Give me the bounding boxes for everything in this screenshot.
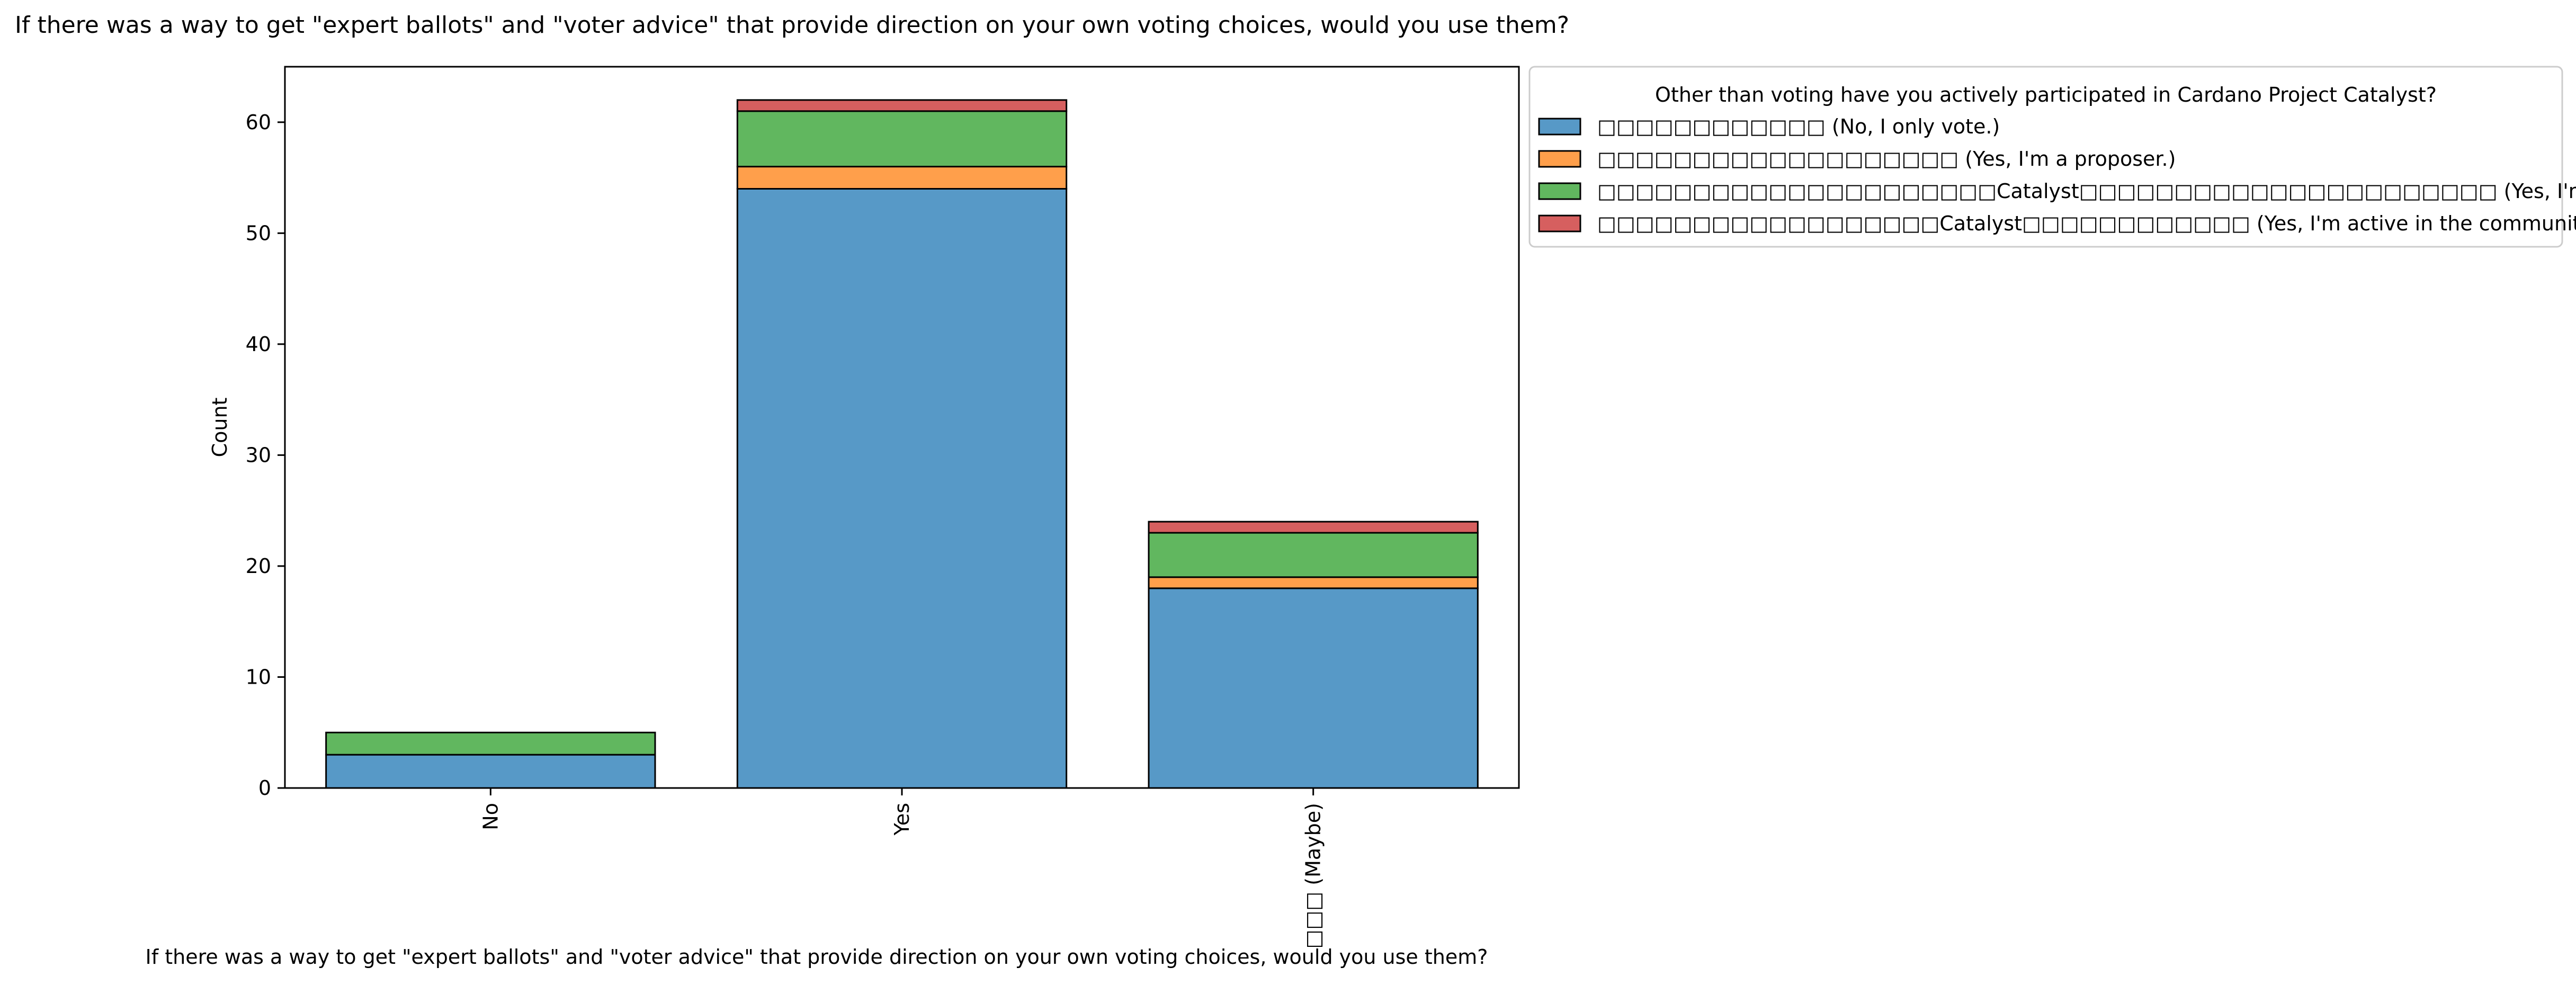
y-axis-label: Count	[208, 398, 231, 458]
chart-title: If there was a way to get "expert ballot…	[15, 12, 1569, 39]
y-tick-label: 60	[246, 111, 271, 134]
legend-entry-label: □□□□□□□□□□□□□□□□□□□ (Yes, I'm a proposer…	[1597, 147, 2176, 171]
y-tick-label: 30	[246, 443, 271, 467]
y-tick-label: 40	[246, 333, 271, 356]
y-tick-label: 0	[258, 776, 271, 800]
bar-segment	[736, 110, 1068, 168]
plot-frame	[284, 66, 1520, 789]
legend-entry-label: □□□□□□□□□□□□□□□□□□□□□Catalyst□□□□□□□□□□□…	[1597, 180, 2576, 203]
bar-segment	[325, 731, 656, 756]
legend-swatch	[1538, 182, 1581, 200]
legend-swatch	[1538, 214, 1581, 232]
bar-segment	[736, 187, 1068, 789]
bar-segment	[736, 166, 1068, 190]
y-tick-label: 50	[246, 221, 271, 245]
legend-title: Other than voting have you actively part…	[1655, 83, 2437, 106]
x-tick-label: No	[479, 803, 502, 830]
y-tick-label: 10	[246, 665, 271, 688]
legend: Other than voting have you actively part…	[1528, 66, 2576, 248]
y-tick-label: 20	[246, 554, 271, 578]
x-tick-label: □□□ (Maybe)	[1302, 803, 1325, 949]
bar-segment	[1148, 532, 1479, 578]
x-axis-label: If there was a way to get "expert ballot…	[146, 945, 1488, 969]
bar-segment	[1148, 521, 1479, 534]
bar-segment	[1148, 576, 1479, 589]
bar-segment	[1148, 587, 1479, 789]
legend-swatch	[1538, 150, 1581, 168]
legend-entry-label: □□□□□□□□□□□□□□□□□□Catalyst□□□□□□□□□□□□ (…	[1597, 212, 2576, 235]
legend-frame	[1528, 66, 2563, 248]
plot-area: 0 10 20 30 40 50 60 No Yes □□□ (Maybe)	[246, 99, 1479, 949]
legend-entry-label: □□□□□□□□□□□□ (No, I only vote.)	[1597, 115, 2000, 138]
bar-segment	[736, 99, 1068, 112]
bar-segment	[325, 754, 656, 789]
x-tick-label: Yes	[890, 803, 914, 836]
legend-swatch	[1538, 118, 1581, 136]
